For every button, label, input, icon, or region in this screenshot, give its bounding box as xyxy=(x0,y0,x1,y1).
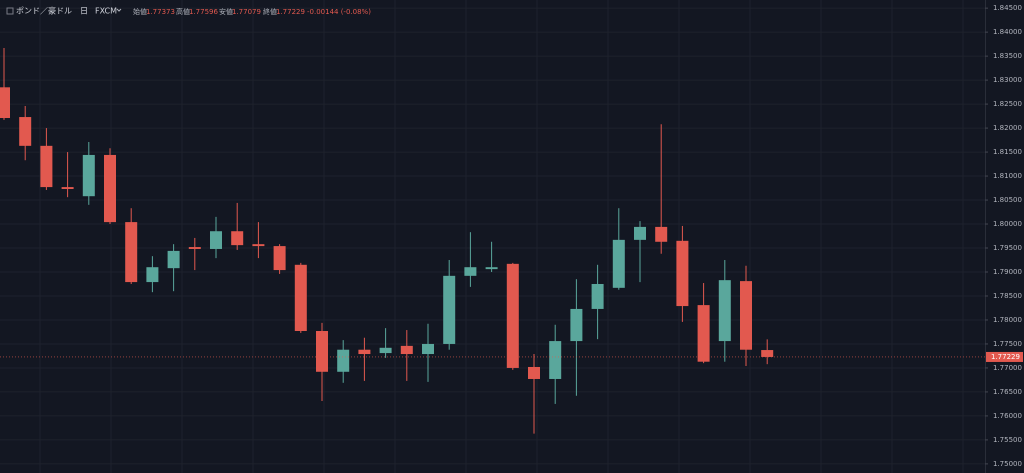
candle-body xyxy=(61,187,74,190)
y-tick-label: 1.80500 xyxy=(993,196,1022,204)
candle-body xyxy=(697,305,710,362)
y-tick-label: 1.76500 xyxy=(993,388,1022,396)
candle-body xyxy=(528,366,540,379)
candle-body xyxy=(210,231,222,249)
y-tick-label: 1.82500 xyxy=(993,100,1022,108)
y-tick-label: 1.79500 xyxy=(993,244,1022,252)
candle-body xyxy=(167,250,180,269)
candle-body xyxy=(337,349,350,372)
last-price-label: 1.77229 xyxy=(991,353,1020,361)
candle-body xyxy=(0,87,10,119)
source[interactable]: FXCM xyxy=(95,7,117,16)
candle-body xyxy=(358,349,371,355)
candle-body xyxy=(379,347,392,354)
candle-body xyxy=(634,226,646,240)
high-value: 1.77596 xyxy=(189,8,218,16)
candle-body xyxy=(718,280,731,342)
low-value: 1.77079 xyxy=(232,8,261,16)
candle-body xyxy=(549,341,562,379)
dropdown-icon[interactable] xyxy=(116,8,122,12)
last-price-tag xyxy=(986,351,1023,362)
y-tick-label: 1.84000 xyxy=(993,28,1022,36)
y-tick-label: 1.75000 xyxy=(993,460,1022,468)
candle-body xyxy=(316,331,328,372)
candle-body xyxy=(125,222,138,283)
candle-body xyxy=(443,275,456,344)
candle-body xyxy=(104,154,116,223)
candle-body xyxy=(273,246,286,271)
y-tick-label: 1.81000 xyxy=(993,172,1022,180)
menu-icon[interactable] xyxy=(6,7,14,15)
candle-body xyxy=(82,154,95,197)
close-label: 終値 xyxy=(263,7,277,16)
candle-body xyxy=(188,247,201,249)
candle-body xyxy=(422,343,434,355)
candle-body xyxy=(400,345,413,355)
candle-body xyxy=(19,117,32,146)
open-value: 1.77373 xyxy=(146,8,175,16)
y-tick-label: 1.79000 xyxy=(993,268,1022,276)
candles xyxy=(0,47,985,434)
candle-body xyxy=(676,240,689,307)
y-tick-label: 1.82000 xyxy=(993,124,1022,132)
open-label: 始値 xyxy=(133,7,147,16)
close-value: 1.77229 xyxy=(276,8,305,16)
y-tick-label: 1.83000 xyxy=(993,76,1022,84)
y-tick-label: 1.77000 xyxy=(993,364,1022,372)
candle-body xyxy=(655,226,668,242)
y-tick-label: 1.81500 xyxy=(993,148,1022,156)
candle-body xyxy=(570,308,583,342)
y-tick-label: 1.77500 xyxy=(993,340,1022,348)
candle-body xyxy=(464,267,477,276)
y-tick-label: 1.75500 xyxy=(993,436,1022,444)
y-tick-label: 1.80000 xyxy=(993,220,1022,228)
change: -0.00144 (-0.08%) xyxy=(307,8,371,16)
y-tick-label: 1.78500 xyxy=(993,292,1022,300)
y-tick-label: 1.78000 xyxy=(993,316,1022,324)
candle-body xyxy=(252,244,265,247)
candle-body xyxy=(146,267,159,283)
interval[interactable]: 日 xyxy=(80,7,88,16)
candle-body xyxy=(761,350,774,357)
candle-body xyxy=(485,267,498,270)
candle-body xyxy=(40,145,53,188)
price-axis: 1.84500 1.84000 1.83500 1.83000 1.82500 1.820… xyxy=(985,4,1023,468)
y-tick-label: 1.76000 xyxy=(993,412,1022,420)
candle-body xyxy=(294,264,307,332)
candle-body xyxy=(612,239,625,288)
candle-body xyxy=(506,263,519,368)
high-label: 高値 xyxy=(176,7,190,16)
grid xyxy=(0,0,985,473)
low-label: 安値 xyxy=(219,7,233,16)
candle-body xyxy=(231,231,244,246)
candle-body xyxy=(591,283,604,309)
y-tick-label: 1.84500 xyxy=(993,4,1022,12)
symbol[interactable]: ポンド／豪ドル xyxy=(16,6,72,16)
y-tick-label: 1.83500 xyxy=(993,52,1022,60)
candle-body xyxy=(740,281,752,350)
